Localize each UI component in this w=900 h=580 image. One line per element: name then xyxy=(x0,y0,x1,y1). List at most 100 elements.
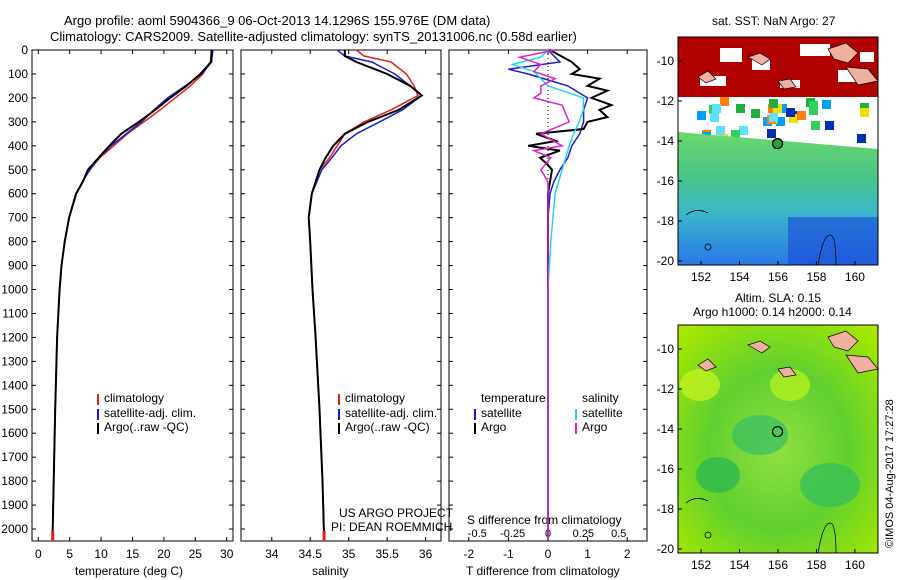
sla-lat-label: -18 xyxy=(657,502,675,516)
project-annotation: US ARGO PROJECT xyxy=(339,506,454,520)
sla-land xyxy=(747,340,771,354)
sst-pixel xyxy=(789,114,798,123)
sla-lon-label: 158 xyxy=(806,558,826,572)
sla-lat-label: -20 xyxy=(657,542,675,556)
sal-legend-argo: Argo(..raw -QC) xyxy=(345,420,430,434)
sla-anomaly xyxy=(770,369,810,401)
temperature-line-climatology xyxy=(51,49,213,539)
depth-tick-label: 100 xyxy=(8,67,28,81)
difference-xtick-label: 2 xyxy=(624,547,631,561)
difference-xtick-label: -1 xyxy=(503,547,514,561)
temperature-xtick-label: 30 xyxy=(220,547,234,561)
sst-lon-label: 152 xyxy=(691,270,711,284)
diff-legend-t-satellite: satellite xyxy=(481,406,522,420)
sst-pixel xyxy=(778,104,787,113)
depth-tick-label: 200 xyxy=(8,91,28,105)
depth-tick-label: 900 xyxy=(8,259,28,273)
temperature-xtick-label: 25 xyxy=(189,547,203,561)
difference-line-salinity-argo xyxy=(516,49,571,539)
difference-line-temperature-argo xyxy=(528,49,615,539)
sdiff-tick-label: -0.5 xyxy=(468,528,487,540)
sst-pixel xyxy=(712,104,721,113)
sst-pixel xyxy=(731,130,740,139)
sst-pixel xyxy=(811,121,820,130)
salinity-xtick-label: 36 xyxy=(419,547,433,561)
temperature-xtick-label: 5 xyxy=(66,547,73,561)
sst-gap xyxy=(720,48,742,62)
depth-tick-label: 1000 xyxy=(1,283,28,297)
depth-tick-label: 1600 xyxy=(1,426,28,440)
sla-lat-label: -10 xyxy=(657,342,675,356)
sst-pixel xyxy=(786,108,795,117)
sdiff-tick-label: -0.25 xyxy=(500,528,525,540)
sst-gap xyxy=(700,76,726,86)
depth-tick-label: 500 xyxy=(8,163,28,177)
profile-panel-salinity: 34 34.5 35 35.5 36 xyxy=(240,49,442,561)
salinity-xtick-label: 34.5 xyxy=(299,547,323,561)
sst-pixel xyxy=(751,109,760,118)
sst-gap xyxy=(800,44,830,56)
sst-contour xyxy=(685,210,709,216)
sst-lon-label: 160 xyxy=(845,270,865,284)
sdiff-tick-label: 0.25 xyxy=(573,528,594,540)
sla-lon-label: 156 xyxy=(768,558,788,572)
sst-cold-patch xyxy=(788,217,878,265)
sst-lat-label: -10 xyxy=(657,54,675,68)
sla-lat-label: -12 xyxy=(657,382,675,396)
sla-anomaly xyxy=(800,463,860,507)
difference-xtick-label: -2 xyxy=(463,547,474,561)
sla-lon-label: 152 xyxy=(691,558,711,572)
sla-contour xyxy=(817,522,837,553)
temp-legend-climatology: climatology xyxy=(104,391,165,405)
sst-pixel xyxy=(809,106,818,115)
sal-legend-climatology: climatology xyxy=(345,391,406,405)
diff-legend-s-satellite: satellite xyxy=(582,406,623,420)
temp-legend-argo: Argo(..raw -QC) xyxy=(104,420,189,434)
sst-pixel xyxy=(809,101,818,110)
chart-title-line1: Argo profile: aoml 5904366_9 06-Oct-2013… xyxy=(64,13,491,28)
salinity-xtick-label: 34 xyxy=(265,547,279,561)
sal-legend-satellite: satellite-adj. clim. xyxy=(345,406,438,420)
sst-pixel xyxy=(797,111,806,120)
sla-map-title-1: Altim. SLA: 0.15 xyxy=(735,291,822,305)
difference-xtick-label: 1 xyxy=(584,547,591,561)
sst-lon-label: 158 xyxy=(806,270,826,284)
sla-contour xyxy=(704,531,712,539)
sla-land xyxy=(845,354,878,374)
salinity-line-argo-raw-qc- xyxy=(307,50,424,539)
sst-pixel xyxy=(720,97,729,106)
sdiff-tick-label: 0.5 xyxy=(611,528,626,540)
diff-legend-temperature: temperature xyxy=(481,391,546,405)
sla-profile-marker xyxy=(771,425,784,438)
s-difference-axis-label: S difference from climatology xyxy=(467,513,622,527)
sst-map xyxy=(678,37,878,265)
sst-pixel xyxy=(710,113,719,122)
difference-line-salinity-satellite xyxy=(509,49,585,539)
depth-tick-label: 1300 xyxy=(1,354,28,368)
temperature-xtick-label: 0 xyxy=(35,547,42,561)
sst-pixel xyxy=(822,100,831,109)
depth-tick-label: 600 xyxy=(8,187,28,201)
salinity-xtick-label: 35.5 xyxy=(375,547,399,561)
sla-anomaly xyxy=(696,457,740,493)
temp-legend-satellite: satellite-adj. clim. xyxy=(104,406,197,420)
sla-lat-label: -14 xyxy=(657,422,675,436)
sst-lat-label: -18 xyxy=(657,214,675,228)
sst-land xyxy=(697,70,717,84)
sst-pixel xyxy=(736,104,745,113)
sst-lon-label: 154 xyxy=(730,270,750,284)
depth-tick-label: 1200 xyxy=(1,330,28,344)
depth-tick-label: 1400 xyxy=(1,378,28,392)
sst-pixel xyxy=(767,129,776,138)
sst-lat-label: -16 xyxy=(657,174,675,188)
temperature-line-satellite-adj-clim- xyxy=(51,49,214,539)
depth-tick-label: 1100 xyxy=(2,306,28,320)
sla-map-title-2: Argo h1000: 0.14 h2000: 0.14 xyxy=(693,305,852,319)
sla-lon-label: 160 xyxy=(845,558,865,572)
sst-pixel xyxy=(697,111,706,120)
sla-contour xyxy=(685,498,709,504)
salinity-axis-label: salinity xyxy=(312,564,349,578)
temperature-axis-label: temperature (deg C) xyxy=(75,564,184,578)
depth-tick-label: 400 xyxy=(8,139,28,153)
